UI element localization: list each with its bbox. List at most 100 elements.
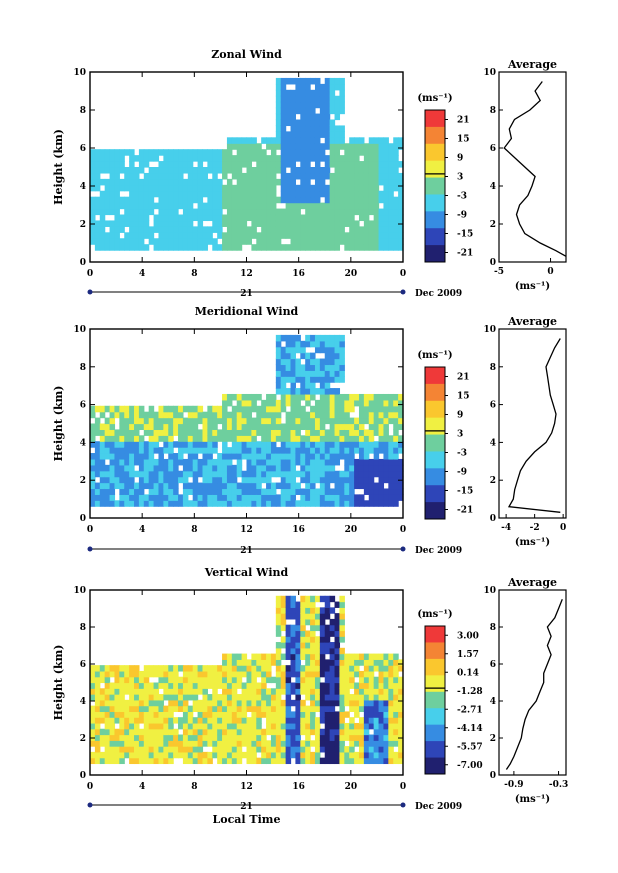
heatmap-cell <box>314 83 321 91</box>
heatmap-cell <box>290 653 297 660</box>
heatmap-cell <box>202 722 208 730</box>
heatmap-cell <box>207 447 213 454</box>
heatmap-cell <box>329 670 336 678</box>
heatmap-cell <box>383 500 389 507</box>
heatmap-cell <box>178 149 184 156</box>
heatmap-cell <box>124 453 130 460</box>
heatmap-cell <box>383 728 389 736</box>
heatmap-cell <box>138 476 145 484</box>
heatmap-cell <box>153 757 160 765</box>
heatmap-cell <box>373 470 380 478</box>
heatmap-cell <box>363 190 370 198</box>
heatmap-cell <box>129 488 135 495</box>
heatmap-cell <box>324 352 331 360</box>
average-x-tick-label: -5 <box>494 267 504 277</box>
heatmap-cell <box>168 202 174 210</box>
heatmap-cell <box>329 494 336 501</box>
heatmap-cell <box>119 705 125 713</box>
heatmap-cell <box>212 447 218 454</box>
heatmap-cell <box>173 665 179 672</box>
heatmap-cell <box>94 405 101 413</box>
heatmap-cell <box>290 682 297 689</box>
heatmap-cell <box>153 500 160 507</box>
heatmap-cell <box>138 676 145 684</box>
heatmap-cell <box>373 220 380 227</box>
average-y-tick-label: 2 <box>490 476 496 486</box>
heatmap-cell <box>202 417 208 425</box>
heatmap-cell <box>226 244 233 251</box>
heatmap-cell <box>319 172 326 180</box>
heatmap-cell <box>246 214 252 222</box>
heatmap-cell <box>295 167 301 174</box>
heatmap-cell <box>305 595 311 603</box>
heatmap-cell <box>310 89 316 97</box>
heatmap-cell <box>383 705 389 713</box>
heatmap-cell <box>266 399 272 407</box>
heatmap-cell <box>187 202 194 210</box>
heatmap-cell <box>119 476 125 484</box>
heatmap-cell <box>163 676 169 684</box>
heatmap-cell <box>143 423 150 431</box>
heatmap-cell <box>314 676 321 684</box>
heatmap-cell <box>226 184 233 192</box>
heatmap-cell <box>275 676 282 684</box>
heatmap-cell <box>241 711 248 718</box>
heatmap-cell <box>393 405 399 413</box>
heatmap-cell <box>261 220 267 227</box>
heatmap-cell <box>354 482 360 490</box>
heatmap-cell <box>202 453 208 460</box>
heatmap-cell <box>368 184 375 192</box>
heatmap-cell <box>300 232 306 239</box>
heatmap-cell <box>119 441 125 448</box>
heatmap-cell <box>251 734 257 741</box>
heatmap-cell <box>94 208 101 216</box>
heatmap-cell <box>261 208 267 216</box>
heatmap-cell <box>119 717 125 724</box>
heatmap-cell <box>148 734 155 741</box>
heatmap-cell <box>266 226 272 233</box>
heatmap-cell <box>168 682 174 689</box>
heatmap-cell <box>349 429 355 436</box>
heatmap-cell <box>143 494 150 501</box>
heatmap-cell <box>349 232 355 239</box>
heatmap-cell <box>305 190 311 198</box>
heatmap-cell <box>349 196 355 204</box>
heatmap-cell <box>270 705 277 713</box>
heatmap-cell <box>270 494 277 501</box>
heatmap-cell <box>354 447 360 454</box>
heatmap-cell <box>143 417 150 425</box>
heatmap-cell <box>300 417 306 425</box>
heatmap-cell <box>334 488 341 495</box>
heatmap-cell <box>305 682 311 689</box>
heatmap-cell <box>334 476 341 484</box>
heatmap-cell <box>134 232 140 239</box>
heatmap-cell <box>305 717 311 724</box>
heatmap-cell <box>300 682 306 689</box>
heatmap-cell <box>256 167 262 174</box>
heatmap-cell <box>310 740 316 747</box>
heatmap-cell <box>383 653 389 660</box>
heatmap-cell <box>197 435 204 442</box>
heatmap-cell <box>226 500 233 507</box>
heatmap-cell <box>202 447 208 454</box>
heatmap-cell <box>280 95 287 103</box>
heatmap-cell <box>212 751 218 759</box>
heatmap-cell <box>305 676 311 684</box>
heatmap-cell <box>329 757 336 765</box>
heatmap-cell <box>305 728 311 736</box>
heatmap-cell <box>261 734 267 741</box>
heatmap-cell <box>226 411 233 419</box>
heatmap-cell <box>207 699 213 707</box>
heatmap-cell <box>383 740 389 747</box>
heatmap-cell <box>354 494 360 501</box>
heatmap-cell <box>129 161 135 168</box>
heatmap-cell <box>236 722 243 730</box>
heatmap-cell <box>358 435 365 442</box>
heatmap-cell <box>354 143 360 150</box>
heatmap-cell <box>226 746 233 753</box>
heatmap-cell <box>187 441 194 448</box>
heatmap-cell <box>163 757 169 765</box>
colorbar-swatch <box>425 658 445 676</box>
heatmap-cell <box>398 226 404 233</box>
heatmap-cell <box>339 77 345 85</box>
